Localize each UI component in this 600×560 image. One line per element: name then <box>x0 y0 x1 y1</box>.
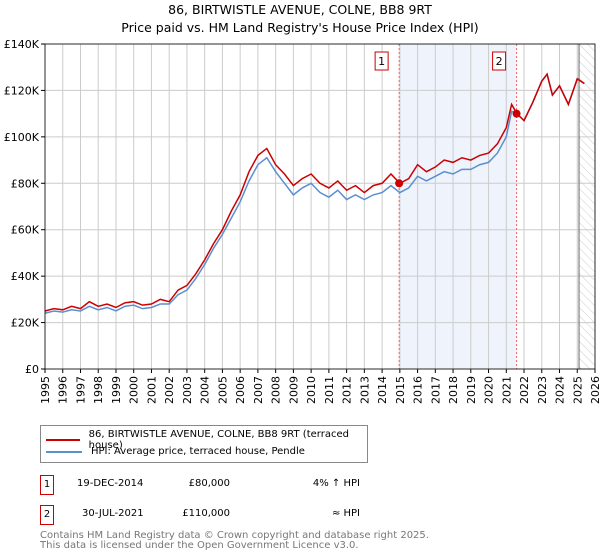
transaction-hpi: ≈ HPI <box>331 508 360 519</box>
legend-label: HPI: Average price, terraced house, Pend… <box>91 446 305 457</box>
x-tick-label: 2019 <box>465 376 478 404</box>
transaction-price: £110,000 <box>182 508 230 519</box>
legend-item-hpi: HPI: Average price, terraced house, Pend… <box>46 446 305 457</box>
y-tick-label: £140K <box>4 38 40 51</box>
forecast-hatch <box>579 44 595 369</box>
sale-label-box <box>492 51 507 71</box>
chart-title: 86, BIRTWISTLE AVENUE, COLNE, BB8 9RT <box>168 2 432 17</box>
legend-line-red <box>46 439 80 441</box>
sale-label: 2 <box>496 55 503 68</box>
price-chart: 1995 1996 1997 1998 1999 2000 2001 2002 2003 2004… <box>4 38 600 404</box>
y-tick-label: £80K <box>11 177 40 190</box>
transaction-hpi: 4% ↑ HPI <box>312 478 360 489</box>
x-tick-label: 2009 <box>287 376 300 404</box>
transaction-date: 19-DEC-2014 <box>77 478 144 489</box>
x-tick-label: 2010 <box>305 376 318 404</box>
hpi-line <box>44 72 585 315</box>
sale-label-box <box>374 51 389 71</box>
x-tick-label: 1997 <box>74 376 87 404</box>
x-tick-label: 2015 <box>394 376 407 404</box>
x-tick-label: 2003 <box>181 376 194 404</box>
x-tick-label: 2013 <box>358 376 371 404</box>
x-tick-label: 1995 <box>39 376 52 404</box>
legend-label: 86, BIRTWISTLE AVENUE, COLNE, BB8 9RT (t… <box>88 429 349 451</box>
y-tick-label: £20K <box>11 317 40 330</box>
legend: 86, BIRTWISTLE AVENUE, COLNE, BB8 9RT (t… <box>40 425 368 463</box>
x-tick-label: 2002 <box>163 376 176 404</box>
transaction-marker: 2 <box>40 505 54 525</box>
x-tick-label: 2022 <box>518 376 531 404</box>
x-tick-label: 1996 <box>57 376 70 404</box>
x-tick-label: 2014 <box>376 376 389 404</box>
transaction-row: 1 19-DEC-2014 £80,000 4% ↑ HPI <box>40 475 440 495</box>
legend-line-blue <box>46 450 82 453</box>
shaded-region <box>399 44 517 369</box>
footer: Contains HM Land Registry data © Crown c… <box>40 531 429 551</box>
plot-frame <box>44 43 596 370</box>
x-tick-label: 2025 <box>571 376 584 404</box>
chart-subtitle: Price paid vs. HM Land Registry's House … <box>121 20 479 35</box>
x-tick-label: 2026 <box>589 376 600 404</box>
x-tick-label: 2006 <box>234 376 247 404</box>
sale-point <box>512 109 521 118</box>
footer-line: This data is licensed under the Open Gov… <box>40 540 359 551</box>
x-tick-label: 2000 <box>128 376 141 404</box>
y-tick-label: £40K <box>11 270 40 283</box>
x-tick-label: 2024 <box>554 376 567 404</box>
transaction-row: 2 30-JUL-2021 £110,000 ≈ HPI <box>40 505 440 525</box>
footer-line: Contains HM Land Registry data © Crown c… <box>40 530 429 541</box>
x-tick-label: 2007 <box>252 376 265 404</box>
x-tick-label: 2008 <box>270 376 283 404</box>
sale-point <box>395 179 404 188</box>
y-tick-label: £60K <box>11 224 40 237</box>
transaction-price: £80,000 <box>188 478 230 489</box>
x-tick-label: 2001 <box>145 376 158 404</box>
transaction-marker: 1 <box>40 475 54 495</box>
x-tick-label: 2018 <box>447 376 460 404</box>
legend-item-property: 86, BIRTWISTLE AVENUE, COLNE, BB8 9RT (t… <box>46 429 367 451</box>
x-tick-label: 2023 <box>536 376 549 404</box>
x-tick-label: 2005 <box>216 376 229 404</box>
x-tick-label: 2021 <box>500 376 513 404</box>
property-price-line <box>44 72 585 312</box>
transaction-date: 30-JUL-2021 <box>82 508 144 519</box>
x-tick-label: 2020 <box>483 376 496 404</box>
x-tick-label: 2011 <box>323 376 336 404</box>
x-tick-label: 1999 <box>110 376 123 404</box>
x-tick-label: 2012 <box>341 376 354 404</box>
x-tick-label: 2004 <box>199 376 212 404</box>
x-tick-label: 1998 <box>92 376 105 404</box>
sale-label: 1 <box>378 55 385 68</box>
y-tick-label: £100K <box>4 131 40 144</box>
y-tick-label: £120K <box>4 84 40 97</box>
y-tick-label: £0 <box>25 363 39 376</box>
x-tick-label: 2017 <box>429 376 442 404</box>
x-tick-label: 2016 <box>412 376 425 404</box>
